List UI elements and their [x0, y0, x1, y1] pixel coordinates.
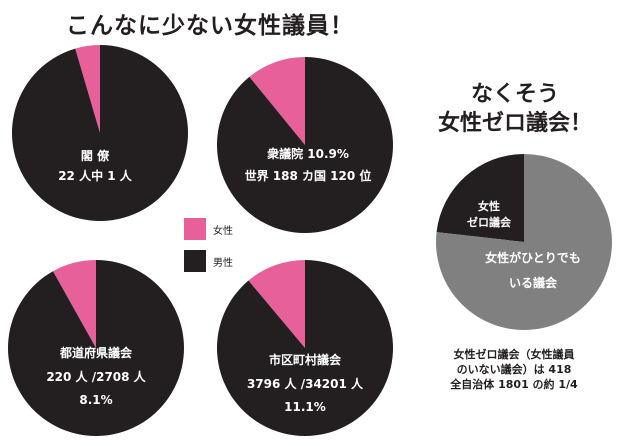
cabinet-male-slice: [11, 45, 189, 221]
lower-house-pie-label-2: 世界 188 カ国 120 位: [245, 168, 372, 183]
lower-house-male-slice: [217, 57, 393, 233]
zero-council-heading: なくそう 女性ゼロ議会！: [430, 80, 600, 138]
lower-house-female-slice: [249, 57, 305, 145]
footnote-line-2: のいない議会）は 418: [456, 363, 572, 376]
zero-council-heading-line-1: なくそう: [470, 82, 559, 107]
footnote-line-1: 女性ゼロ議会（女性議員: [453, 348, 575, 361]
prefectural-pie-label-1: 都道府県議会: [59, 345, 133, 360]
municipal-pie-label-2: 3796 人 /34201 人: [247, 376, 364, 391]
lower-house-pie-label-1: 衆議院 10.9%: [267, 146, 349, 161]
municipal-pie: 市区町村議会 3796 人 /34201 人 11.1%: [217, 260, 394, 436]
cabinet-pie-label-1: 閣 僚: [81, 148, 110, 163]
zero-council-slice: [436, 154, 524, 242]
prefectural-pie-label-2: 220 人 /2708 人: [46, 369, 146, 384]
municipal-female-slice: [248, 260, 305, 348]
footnote-line-3: 全自治体 1801 の約 1/4: [450, 378, 578, 391]
prefectural-pie: 都道府県議会 220 人 /2708 人 8.1%: [8, 260, 185, 436]
cabinet-female-slice: [75, 45, 100, 133]
legend-swatch-male: [184, 250, 206, 272]
legend-swatch-female: [184, 218, 206, 240]
zero-council-label-2: ゼロ議会: [467, 215, 512, 229]
footnote: 女性ゼロ議会（女性議員 のいない議会）は 418 全自治体 1801 の約 1/…: [425, 347, 603, 392]
page-title: こんなに少ない女性議員！: [66, 13, 354, 39]
prefectural-male-slice: [8, 260, 185, 436]
lower-house-pie: 衆議院 10.9% 世界 188 カ国 120 位: [217, 57, 393, 233]
municipal-pie-label-1: 市区町村議会: [269, 352, 342, 367]
zero-council-heading-line-2: 女性ゼロ議会！: [437, 111, 592, 136]
municipal-male-slice: [217, 260, 394, 436]
municipal-pie-label-3: 11.1%: [284, 400, 326, 414]
legend-label-male: 男性: [213, 258, 233, 269]
prefectural-pie-label-3: 8.1%: [79, 393, 112, 407]
cabinet-pie: 閣 僚 22 人中 1 人: [11, 45, 189, 221]
cabinet-pie-label-2: 22 人中 1 人: [58, 168, 133, 183]
other-council-label-2: いる議会: [509, 275, 558, 290]
zero-council-label-1: 女性: [478, 199, 500, 213]
legend-label-female: 女性: [213, 226, 233, 237]
other-council-slice: [436, 154, 612, 330]
prefectural-female-slice: [53, 260, 96, 348]
other-council-label-1: 女性がひとりでも: [485, 250, 581, 265]
